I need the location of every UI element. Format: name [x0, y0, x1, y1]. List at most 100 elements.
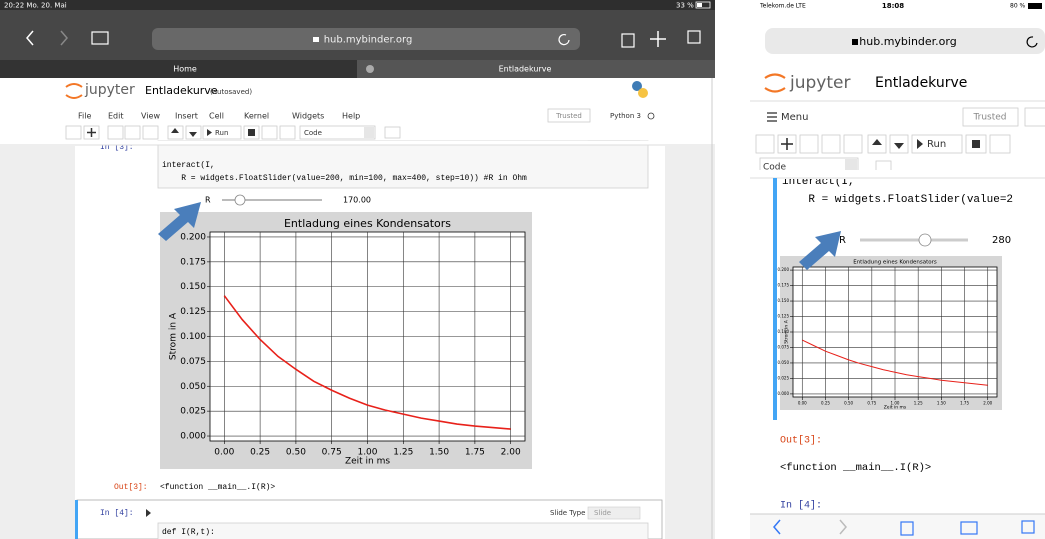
- battery-fill: [697, 3, 702, 7]
- y-tick-label: 0.025: [778, 375, 790, 380]
- jupyter-wordmark: jupyter: [789, 73, 850, 93]
- toolbar-button[interactable]: [143, 126, 158, 139]
- x-tick-label: 0.50: [844, 401, 853, 406]
- trusted-indicator: Trusted: [555, 112, 582, 120]
- code-line: def I(R,t):: [162, 528, 215, 537]
- menu-bar-cover: [0, 141, 715, 145]
- x-tick-label: 0.50: [286, 448, 306, 458]
- y-tick-label: 0.150: [180, 282, 206, 292]
- output-prompt: Out[3]:: [780, 435, 822, 447]
- x-tick-label: 0.00: [798, 401, 807, 406]
- x-tick-label: 2.00: [501, 448, 521, 458]
- select-arrow: [364, 127, 374, 138]
- code-line: interact(I,: [162, 161, 215, 170]
- selected-cell-marker: [75, 500, 78, 539]
- y-tick-label: 0.050: [778, 360, 790, 365]
- x-tick-label: 0.75: [867, 401, 876, 406]
- url: hub.mybinder.org: [324, 35, 413, 46]
- y-tick-label: 0.125: [180, 307, 206, 317]
- notebook-title[interactable]: Entladekurve: [145, 84, 218, 97]
- x-tick-label: 1.50: [429, 448, 449, 458]
- menu-item[interactable]: Widgets: [292, 112, 324, 121]
- menu-item[interactable]: File: [78, 112, 91, 121]
- carrier: Telekom.de LTE: [759, 3, 806, 10]
- menu-item[interactable]: View: [141, 112, 160, 121]
- run-label: Run: [215, 129, 228, 137]
- toolbar-button[interactable]: [844, 135, 862, 153]
- url: hub.mybinder.org: [859, 35, 956, 48]
- y-tick-label: 0.175: [778, 283, 790, 288]
- tab-title[interactable]: Entladekurve: [499, 65, 552, 74]
- battery-level: 33 %: [676, 2, 694, 10]
- chart-title: Entladung eines Kondensators: [853, 260, 937, 266]
- toolbar-button[interactable]: [108, 126, 123, 139]
- slide-type-label: Slide Type: [550, 509, 585, 517]
- code-line: R = widgets.FloatSlider(value=200, min=1…: [162, 174, 527, 183]
- menu-item[interactable]: Edit: [108, 112, 124, 121]
- battery-icon: [1028, 3, 1042, 9]
- menu-item[interactable]: Insert: [175, 112, 198, 121]
- y-tick-label: 0.200: [180, 232, 206, 242]
- python-logo: [638, 88, 648, 98]
- slider-label: R: [839, 235, 846, 246]
- close-tab[interactable]: [366, 65, 374, 73]
- y-tick-label: 0.100: [180, 332, 206, 342]
- input-prompt: In [4]:: [780, 500, 822, 512]
- kernel-name: Python 3: [610, 112, 641, 120]
- autosave-status: (autosaved): [210, 88, 252, 96]
- chart-title: Entladung eines Kondensators: [284, 217, 451, 230]
- toolbar-button[interactable]: [822, 135, 840, 153]
- menu-item[interactable]: Help: [342, 112, 360, 121]
- notebook-title[interactable]: Entladekurve: [875, 75, 967, 91]
- y-tick-label: 0.025: [180, 407, 206, 417]
- x-tick-label: 1.25: [914, 401, 923, 406]
- browser-bottom-bar: [750, 514, 1045, 539]
- kernel-badge: [1025, 108, 1045, 126]
- toolbar-button[interactable]: [262, 126, 277, 139]
- trusted-indicator: Trusted: [972, 113, 1006, 123]
- x-axis-label: Zeit in ms: [884, 405, 907, 411]
- slider-handle[interactable]: [919, 234, 931, 246]
- jupyter-wordmark: jupyter: [84, 82, 135, 98]
- stop-icon: [972, 140, 980, 148]
- y-tick-label: 0.050: [180, 382, 206, 392]
- output-text: <function __main__.I(R)>: [780, 462, 931, 474]
- output-text: <function __main__.I(R)>: [160, 483, 275, 492]
- slider-label: R: [205, 196, 211, 205]
- toolbar-button[interactable]: [280, 126, 295, 139]
- menu-item[interactable]: Cell: [209, 112, 224, 121]
- toolbar-button[interactable]: [125, 126, 140, 139]
- x-axis-label: Zeit in ms: [345, 457, 390, 467]
- slider-handle[interactable]: [235, 195, 245, 205]
- toolbar-button[interactable]: [800, 135, 818, 153]
- menu-item[interactable]: Kernel: [244, 112, 269, 121]
- slider-value: 170.00: [343, 196, 371, 205]
- y-tick-label: 0.075: [180, 357, 206, 367]
- x-tick-label: 1.50: [937, 401, 946, 406]
- output-prompt: Out[3]:: [114, 483, 148, 492]
- toolbar-button[interactable]: [66, 126, 81, 139]
- menu-button[interactable]: Menu: [781, 112, 808, 123]
- x-tick-label: 0.25: [821, 401, 830, 406]
- tab-title[interactable]: Home: [173, 65, 197, 74]
- x-tick-label: 2.00: [983, 401, 992, 406]
- y-tick-label: 0.200: [778, 267, 790, 272]
- x-tick-label: 0.00: [214, 448, 234, 458]
- status-bar: [0, 0, 715, 10]
- slider-value: 280: [992, 235, 1011, 246]
- keyboard-button[interactable]: [385, 127, 400, 138]
- y-tick-label: 0.125: [778, 314, 790, 319]
- x-tick-label: 1.75: [465, 448, 485, 458]
- battery-level: 80 %: [1010, 3, 1026, 10]
- toolbar-button[interactable]: [990, 135, 1010, 153]
- y-tick-label: 0.150: [778, 298, 790, 303]
- status-time: 18:08: [882, 2, 904, 10]
- y-axis-label: Strom in A: [169, 312, 179, 360]
- y-axis-label: Strom in A: [784, 319, 790, 343]
- input-prompt: In [4]:: [100, 509, 134, 518]
- x-tick-label: 0.25: [250, 448, 270, 458]
- toolbar-button[interactable]: [756, 135, 774, 153]
- status-time: 20:22 Mo. 20. Mai: [4, 2, 67, 10]
- lock-icon: [313, 37, 319, 42]
- screenshot: 20:22 Mo. 20. Mai 33 % hub.mybinder.org Hom…: [0, 0, 1045, 539]
